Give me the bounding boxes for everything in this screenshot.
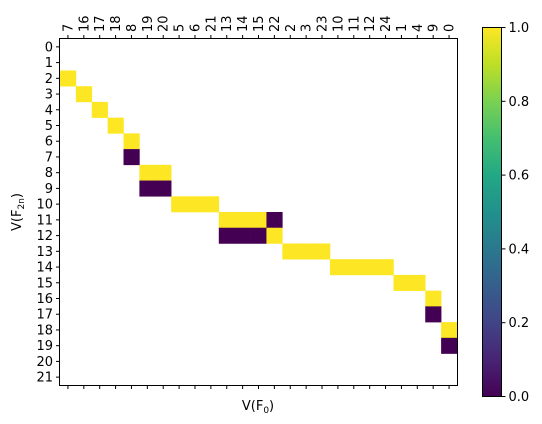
colorbar-tick-label: 0.2 [509,316,530,331]
heatmap-cell [345,259,363,276]
heatmap-cell [139,180,156,197]
heatmap-cell [123,133,140,150]
x-tick-label: 6 [188,24,203,32]
x-tick-label: 9 [427,24,442,32]
x-tick-label: 19 [141,15,156,32]
colorbar-ticks: 0.0 0.2 0.4 0.6 0.8 1.0 [501,21,530,405]
heatmap-cell [377,259,394,276]
y-tick-label: 16 [36,292,53,307]
y-tick-label: 6 [45,135,53,150]
x-tick-label: 24 [379,15,394,32]
heatmap-cell [107,117,124,134]
heatmap-cell [441,322,458,339]
x-tick-label: 14 [236,15,251,32]
x-tick-label: 12 [363,15,378,32]
x-tick-label: 11 [347,15,362,32]
y-tick-label: 4 [45,103,53,118]
heatmap-cells [60,70,458,354]
colorbar-tick-label: 0.0 [509,390,530,405]
y-tick-label: 12 [36,229,53,244]
heatmap-cell [266,227,283,244]
heatmap-cell [123,149,140,166]
heatmap-cell [314,243,331,260]
x-tick-label: 7 [61,24,76,32]
heatmap-cell [425,306,442,323]
heatmap-cell [425,290,442,307]
colorbar-tick-label: 0.6 [509,169,530,184]
y-tick-label: 9 [45,182,53,197]
x-axis-ticks: 7 16 17 18 8 19 20 5 6 21 13 14 15 22 2 3 23 10 11 12 24 1 4 9 0 [61,15,458,389]
heatmap-cell [266,212,283,229]
colorbar-tick-label: 0.8 [509,95,530,110]
x-tick-label: 20 [157,15,172,32]
heatmap-cell [171,196,188,213]
heatmap-cell [361,259,378,276]
y-tick-label: 2 [45,72,53,87]
y-tick-label: 21 [36,371,53,386]
heatmap-cell [409,274,426,291]
y-tick-label: 15 [36,276,53,291]
y-tick-label: 1 [45,56,53,71]
x-tick-label: 16 [77,15,92,32]
y-tick-label: 3 [45,88,53,103]
heatmap-cell [60,70,77,87]
x-axis-label: V(F0) [242,399,274,416]
heatmap-cell [234,212,251,229]
heatmap-cell [218,227,235,244]
heatmap-cell [282,243,299,260]
y-tick-label: 11 [36,213,53,228]
x-tick-label: 13 [220,15,235,32]
x-tick-label: 17 [93,15,108,32]
y-tick-label: 19 [36,339,53,354]
y-tick-label: 0 [45,40,53,55]
y-tick-label: 17 [36,308,53,323]
colorbar [482,27,502,397]
y-tick-label: 10 [36,198,53,213]
heatmap-cell [250,212,267,229]
x-tick-label: 0 [443,24,458,32]
heatmap-cell [329,259,347,276]
heatmap-cell [155,164,172,181]
heatmap-cell [202,196,220,213]
heatmap-cell [187,196,204,213]
heatmap-cell [234,227,251,244]
y-tick-label: 7 [45,150,53,165]
x-tick-label: 5 [173,24,188,32]
colorbar-tick-label: 0.4 [509,242,530,257]
y-tick-label: 20 [36,355,53,370]
colorbar-tick-label: 1.0 [509,21,530,36]
heatmap-cell [218,212,235,229]
y-tick-label: 13 [36,245,53,260]
x-tick-label: 1 [395,24,410,32]
y-tick-label: 5 [45,119,53,134]
x-tick-label: 3 [300,24,315,32]
heatmap-cell [91,101,108,118]
heatmap-cell [155,180,172,197]
y-tick-label: 18 [36,323,53,338]
x-tick-label: 10 [331,15,346,32]
x-tick-label: 2 [284,24,299,32]
heatmap-cell [441,337,458,354]
x-tick-label: 21 [204,15,219,32]
x-tick-label: 15 [252,15,267,32]
y-tick-label: 14 [36,261,53,276]
heatmap-cell [298,243,315,260]
heatmap-cell [75,86,93,103]
x-tick-label: 23 [316,15,331,32]
heatmap-cell [393,274,410,291]
x-tick-label: 4 [411,24,426,32]
y-axis-label: V(F2n) [10,193,27,231]
x-tick-label: 8 [125,24,140,32]
heatmap-cell [250,227,267,244]
heatmap-cell [139,164,156,181]
y-tick-label: 8 [45,166,53,181]
x-tick-label: 22 [268,15,283,32]
x-tick-label: 18 [109,15,124,32]
